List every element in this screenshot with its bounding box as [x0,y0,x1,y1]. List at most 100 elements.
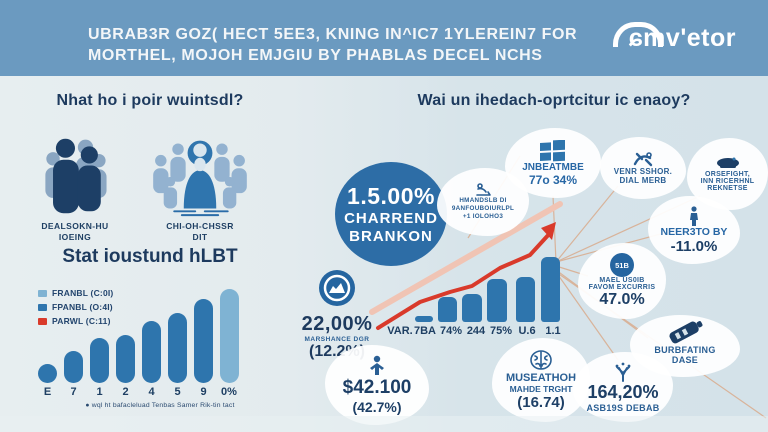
main-chart-bar [64,351,83,383]
figure-group-1: DEALSOKN-HU IOEING [30,132,120,243]
bubble-venr-sshor: VENR SSHOR. DIAL MERB [600,137,686,199]
legend-item: FRANBL (C:0I) [38,286,113,300]
header: UBRAB3R GOZ( HECT 5EE3, KNING IN^IC7 1YL… [0,0,768,76]
51b-badge-icon: 51B [610,253,634,277]
stat-marshance-value: 22,00% [301,313,373,335]
mini-x-label: U.6 [518,325,536,337]
bubble-51b-line3: 47.0% [599,291,645,308]
main-chart-bar [194,299,213,383]
figure-group-2: CHI-OH-CHSSR DIT [145,132,255,243]
bubble-orsefight-line1: ORSEFIGHT, [704,170,750,178]
x-tick-label: 4 [148,386,155,398]
stat-museathoh: MUSEATHOH MAHDE TRGHT (16.74) [492,338,590,422]
mini-chart-bar [438,297,457,322]
standing-person-icon [687,205,701,226]
key-stat-line2: BRANKON [349,227,433,245]
x-tick-label: 5 [174,386,181,398]
chart-legend: FRANBL (C:0I) FPANBL (O:4I) PARWL (C:11) [38,286,113,328]
key-stat-line1: CHARREND [344,209,438,227]
x-tick-label: E [43,386,52,398]
legend-swatch [38,289,47,297]
beret-hat-icon [716,157,740,171]
key-stat-value: 1.5.00% [347,182,435,209]
bottom-strip [0,416,768,432]
legend-label: FRANBL (C:0I) [52,288,114,298]
figure-2-label-line1: CHI-OH-CHSSR [166,221,234,231]
x-tick-label: 1 [96,386,103,398]
mini-x-label: VAR. [387,325,413,337]
mini-x-label: 7BA [413,325,436,337]
bubble-164: 164,20% ASB19S DEBAB [573,352,673,422]
figure-1-label: DEALSOKN-HU IOEING [30,221,120,243]
bubble-orsefight-line2: INN RICERHNL [700,177,755,185]
tree-icon [612,362,634,382]
chart-title: Stat ioustund hLBT [62,246,238,267]
bubble-164-line1: 164,20% [587,381,659,402]
51b-badge-text: 51B [615,260,629,270]
main-chart-bar [116,335,135,383]
stat-42100: $42.100 (42.7%) [325,345,429,425]
mini-x-label: 74% [439,325,463,337]
cart-person-icon [474,183,492,197]
bubble-51b-line2: FAVOM EXCURRIS [588,284,656,291]
logo-arc-icon [612,22,663,47]
bubble-jnbeatmbe-line2: 77o 34% [528,172,578,187]
stat-42100-value: $42.100 [342,377,412,398]
x-tick-label: 7 [70,386,77,398]
mini-x-label: 1.1 [545,325,561,337]
bubble-orsefight-line3: REKNETSE [707,184,748,192]
mountain-chart-icon [317,268,357,308]
red-arrowhead-icon [541,222,556,240]
x-tick-label: 9 [200,386,207,398]
bubble-neer3to-line1: NEER3TO BY [660,225,728,238]
header-title-line1: UBRAB3R GOZ( HECT 5EE3, KNING IN^IC7 1YL… [88,26,578,43]
bubble-venr-line1: VENR SSHOR. [613,167,673,176]
left-section-title: Nhat ho i poir wuintsdl? [56,92,244,109]
main-chart-bar [168,313,187,383]
person-icon [366,355,388,377]
stat-42100-sub: (42.7%) [352,399,402,415]
mini-chart-bar [541,257,560,322]
legend-swatch [38,317,47,325]
legend-swatch [38,303,47,311]
stat-marshance-label: MARSHANCE DGR [304,336,370,343]
bubble-51b: 51B MAEL US0IB FAVOM EXCURRIS 47.0% [578,243,666,319]
legend-item: PARWL (C:11) [38,314,113,328]
right-section-title: Wai un ihedach-oprtcitur ic enaoy? [417,92,691,109]
main-chart-bar [220,289,239,383]
header-title: UBRAB3R GOZ( HECT 5EE3, KNING IN^IC7 1YL… [88,24,577,66]
mini-chart-bar [516,277,535,322]
logo: ɕmv'etor [612,22,736,53]
brain-icon [529,349,553,372]
mini-x-label: 244 [466,325,486,337]
figure-1-label-line1: DEALSOKN-HU [41,221,109,231]
bubble-venr-line2: DIAL MERB [619,176,667,185]
bubble-burbfating-line2: DASE [671,355,699,365]
legend-item: FPANBL (O:4I) [38,300,113,314]
figure-1-label-line2: IOEING [58,232,92,242]
cloud-note-line2: 9ANFOUBOIURLPL [451,205,515,212]
main-chart-bar [142,321,161,383]
bubble-neer3to: NEER3TO BY -11.0% [648,196,740,264]
bubble-jnbeatmbe: JNBEATMBE 77o 34% [505,128,601,198]
mini-chart-bar [487,279,507,322]
mini-chart-bar [462,294,482,322]
key-stat-circle: 1.5.00% CHARREND BRANKON [335,162,447,266]
mini-x-label: 75% [489,325,513,337]
bubble-neer3to-line2: -11.0% [670,237,718,255]
x-tick-label: 0% [221,386,237,398]
cloud-note-line1: HMANDSLB DI [459,197,507,204]
stat-museathoh-line2: MAHDE TRGHT [509,383,573,394]
mini-chart-bar [415,316,433,322]
tool-icon [663,319,707,345]
legend-label: FPANBL (O:4I) [52,302,113,312]
chart-caption: ● wql ht bafacleluad Tenbas Samer Rik-ti… [85,402,235,409]
header-title-line2: MORTHEL, MOJOH EMJGIU BY PHABLAS DECEL N… [88,47,543,64]
cloud-note-line3: +1 IOLOHO3 [462,213,504,220]
people-group-icon [30,132,120,218]
x-tick-label: 2 [122,386,129,398]
windows-icon [540,139,566,162]
figure-2-label-line2: DIT [192,232,208,242]
main-chart-bar [90,338,109,383]
